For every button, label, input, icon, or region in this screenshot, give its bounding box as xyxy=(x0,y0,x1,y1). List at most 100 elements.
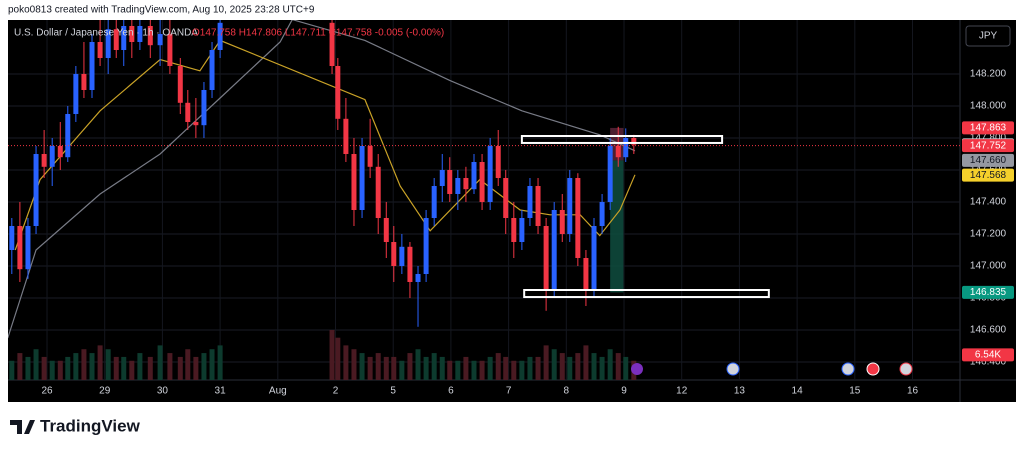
volume-bar xyxy=(559,353,565,380)
volume-bar xyxy=(415,349,421,380)
x-tick-label: 9 xyxy=(621,386,627,397)
candle-body xyxy=(147,26,153,46)
event-icon[interactable] xyxy=(726,362,740,376)
event-icon[interactable] xyxy=(841,362,855,376)
volume-bar xyxy=(81,349,87,380)
volume-bar xyxy=(479,360,485,380)
volume-bar xyxy=(527,356,533,380)
volume-bar xyxy=(615,353,621,380)
x-tick-label: 31 xyxy=(215,386,227,397)
x-tick-label: 16 xyxy=(907,386,919,397)
volume-bar xyxy=(65,356,71,380)
volume-bar xyxy=(209,349,215,380)
volume-bar xyxy=(423,356,429,380)
volume-bar xyxy=(399,360,405,380)
volume-bar xyxy=(503,356,509,380)
volume-bar xyxy=(343,345,349,380)
currency-label[interactable]: JPY xyxy=(979,31,998,42)
candle-body xyxy=(391,242,397,266)
volume-bar xyxy=(351,349,357,380)
moving-average xyxy=(8,20,636,339)
candle-body xyxy=(599,202,605,226)
event-icon[interactable] xyxy=(631,363,643,375)
candle-body xyxy=(559,210,565,234)
y-tick-label: 147.000 xyxy=(970,261,1007,272)
candle-body xyxy=(329,22,335,66)
candle-body xyxy=(487,146,493,202)
candle-body xyxy=(471,162,477,190)
brand-name: TradingView xyxy=(40,416,141,435)
y-tick-label: 148.000 xyxy=(970,101,1007,112)
candle-body xyxy=(375,166,381,218)
candle-body xyxy=(447,170,453,194)
candle-body xyxy=(25,226,31,270)
candle-body xyxy=(567,178,573,234)
candle-body xyxy=(137,26,143,42)
drawn-rectangle xyxy=(523,289,770,299)
x-tick-label: Aug xyxy=(269,386,287,397)
volume-bar xyxy=(431,353,437,380)
volume-bar xyxy=(185,349,191,380)
x-tick-label: 6 xyxy=(448,386,454,397)
watermark: poko0813 created with TradingView.com, A… xyxy=(8,5,315,16)
candle-body xyxy=(543,226,549,290)
candle-body xyxy=(479,162,485,202)
candle-body xyxy=(367,146,373,167)
volume-bar xyxy=(511,360,517,380)
price-label-bg xyxy=(962,121,1014,135)
volume-bar xyxy=(33,349,39,380)
volume-bar xyxy=(201,353,207,380)
currency-button[interactable] xyxy=(965,25,1011,47)
candle-body xyxy=(623,138,629,158)
price-label: 146.835 xyxy=(970,287,1007,298)
price-label: 147.752 xyxy=(970,140,1007,151)
candle-body xyxy=(535,186,541,226)
y-tick-label: 147.800 xyxy=(970,133,1007,144)
volume-bar xyxy=(129,360,135,380)
grid xyxy=(8,20,960,380)
x-tick-label: 12 xyxy=(676,386,688,397)
candle-body xyxy=(359,146,365,210)
volume-bar xyxy=(583,345,589,380)
logo-mark xyxy=(10,420,35,434)
volume-bar xyxy=(599,356,605,380)
x-tick-label: 7 xyxy=(506,386,512,397)
volume-bar xyxy=(147,356,153,380)
volume-bar xyxy=(543,345,549,380)
candle-body xyxy=(185,102,191,122)
y-tick-label: 146.400 xyxy=(970,357,1007,368)
volume-bar xyxy=(487,356,493,380)
volume-bar xyxy=(329,330,335,380)
candle-body xyxy=(177,66,183,103)
candle-body xyxy=(583,258,589,290)
candle-body xyxy=(81,74,87,90)
volume-bar xyxy=(463,356,469,380)
chart-pane xyxy=(8,20,1016,402)
volume-bar xyxy=(375,353,381,380)
x-tick-label: 26 xyxy=(41,386,53,397)
candle-body xyxy=(399,246,405,266)
x-tick-label: 30 xyxy=(157,386,169,397)
position-zone xyxy=(610,160,624,293)
volume-bar xyxy=(455,360,461,380)
x-tick-label: 13 xyxy=(734,386,746,397)
volume-bar xyxy=(575,353,581,380)
candle-body xyxy=(193,122,199,126)
candle-body xyxy=(121,26,127,50)
y-tick-label: 148.200 xyxy=(970,69,1007,80)
candle-body xyxy=(415,274,421,282)
y-tick-label: 147.400 xyxy=(970,197,1007,208)
event-icon[interactable] xyxy=(866,362,880,376)
price-label: 147.863 xyxy=(970,123,1007,134)
candle-body xyxy=(129,26,135,42)
ohlc-header: O147.758 H147.806 L147.711 C147.758 -0.0… xyxy=(192,28,444,39)
volume-bar xyxy=(41,356,47,380)
candle-body xyxy=(575,178,581,258)
candle-body xyxy=(407,246,413,282)
event-icon[interactable] xyxy=(899,362,913,376)
candle-body xyxy=(167,34,173,66)
candle-body xyxy=(335,66,341,119)
volume-bar xyxy=(25,356,31,380)
volume-bar xyxy=(391,356,397,380)
